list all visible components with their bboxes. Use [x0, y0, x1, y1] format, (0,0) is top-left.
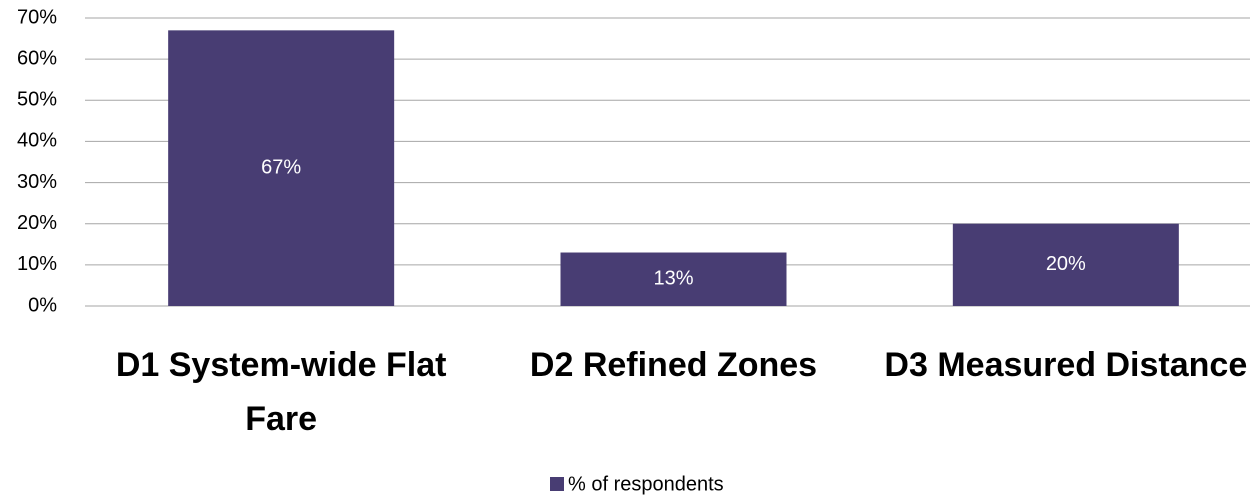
y-tick-label: 50%	[17, 89, 57, 111]
data-label: 20%	[1046, 253, 1086, 275]
x-tick-label: D1 System-wide Flat Fare	[115, 346, 447, 438]
bar	[952, 223, 1179, 306]
y-tick-label: 0%	[28, 294, 57, 316]
y-tick-label: 60%	[17, 47, 57, 69]
y-tick-label: 30%	[17, 171, 57, 193]
bar	[560, 252, 787, 306]
data-label: 13%	[653, 268, 693, 290]
data-label: 67%	[261, 156, 301, 178]
legend-label: % of respondents	[568, 473, 724, 495]
x-tick-label: D2 Refined Zones	[529, 346, 818, 384]
y-tick-label: 10%	[17, 253, 57, 275]
bar	[168, 30, 395, 306]
legend-swatch	[550, 477, 564, 491]
y-tick-label: 70%	[17, 6, 57, 28]
y-tick-label: 40%	[17, 130, 57, 152]
y-tick-label: 20%	[17, 212, 57, 234]
x-tick-label: D3 Measured Distance	[884, 346, 1248, 384]
